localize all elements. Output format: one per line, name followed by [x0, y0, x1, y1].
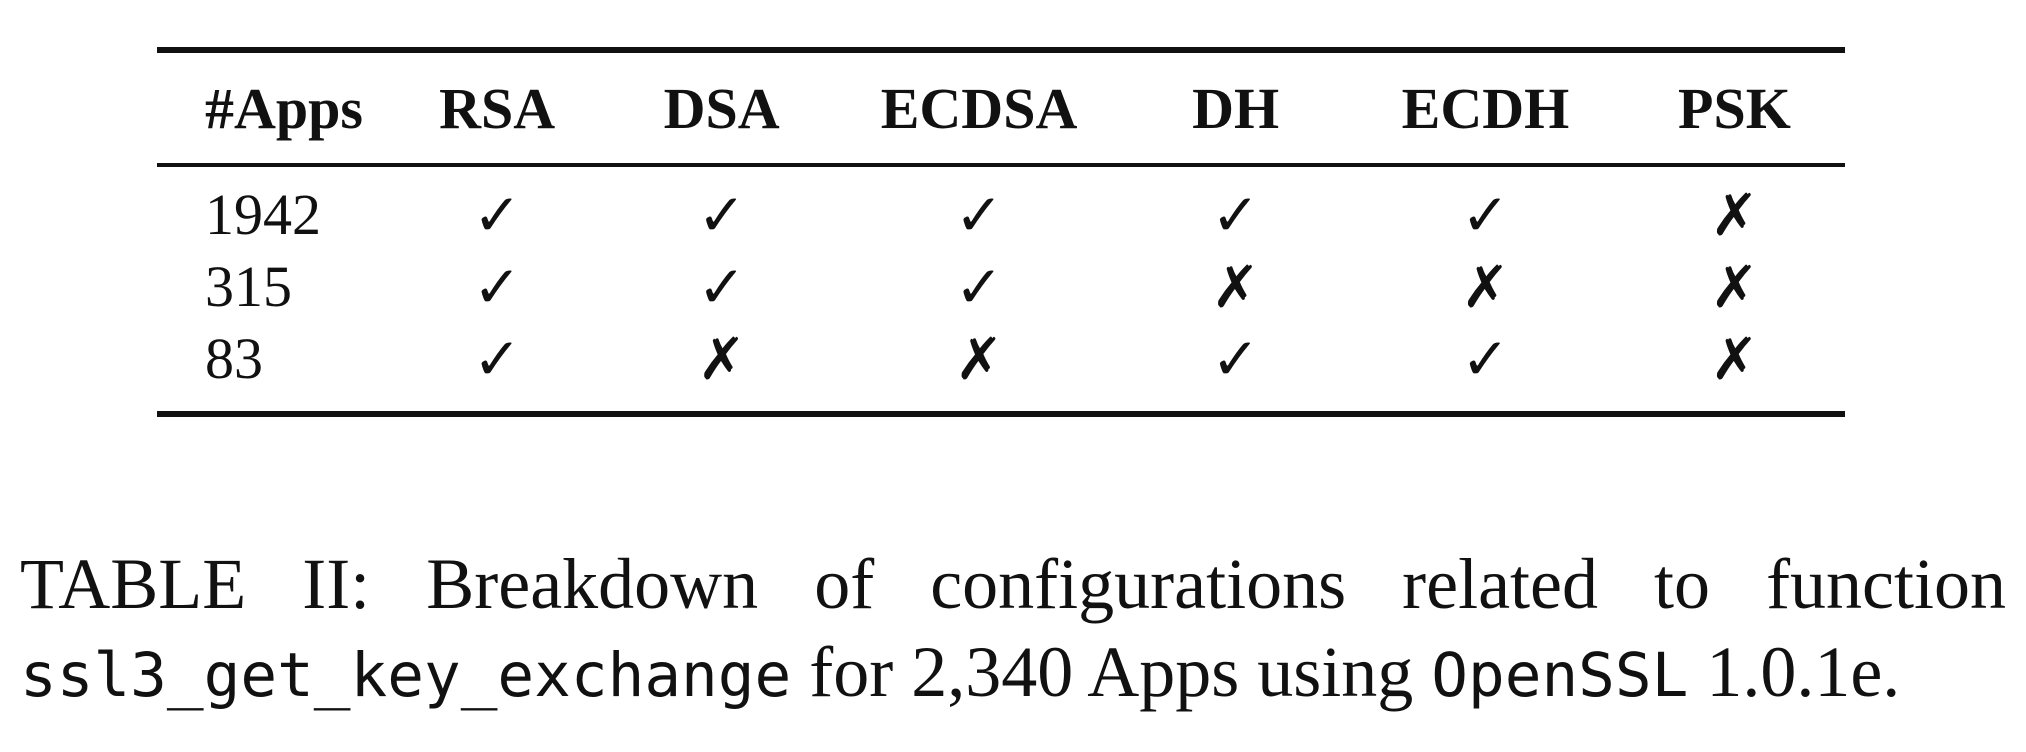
dh-mark-cell: ✓	[1211, 325, 1260, 393]
header-rsa: RSA	[439, 75, 556, 141]
psk-mark-cell: ✗	[1710, 253, 1759, 321]
configuration-table: #Apps RSA DSA ECDSA DH ECDH PSK 1942 ✓ ✓…	[157, 47, 1845, 417]
apps-count-cell: 1942	[205, 182, 321, 247]
table-row: 83 ✓ ✗ ✗ ✓ ✓ ✗	[157, 323, 1845, 414]
ecdsa-mark-cell: ✗	[954, 325, 1004, 393]
ecdsa-mark-cell: ✓	[954, 253, 1004, 321]
rsa-mark-cell: ✓	[472, 181, 522, 249]
header-apps: #Apps	[205, 75, 363, 141]
dsa-mark-cell: ✓	[697, 253, 746, 321]
configuration-table-container: #Apps RSA DSA ECDSA DH ECDH PSK 1942 ✓ ✓…	[157, 47, 1845, 417]
apps-count-cell: 315	[205, 254, 292, 319]
ecdh-mark-cell: ✓	[1461, 181, 1510, 249]
caption-version: 1.0.1e.	[1706, 632, 1901, 712]
table-row: 315 ✓ ✓ ✓ ✗ ✗ ✗	[157, 251, 1845, 323]
dsa-mark-cell: ✗	[697, 325, 746, 393]
table-caption: TABLE II: Breakdown of configurations re…	[20, 540, 2006, 720]
psk-mark-cell: ✗	[1710, 181, 1759, 249]
header-dsa: DSA	[663, 75, 780, 141]
header-psk: PSK	[1678, 75, 1791, 141]
caption-text: Breakdown of configurations related to f…	[426, 544, 2007, 624]
caption-label: TABLE II:	[20, 544, 371, 624]
dh-mark-cell: ✓	[1211, 181, 1260, 249]
header-ecdsa: ECDSA	[880, 75, 1078, 141]
caption-text: for 2,340 Apps using	[809, 632, 1414, 712]
ecdh-mark-cell: ✗	[1461, 253, 1510, 321]
apps-count-cell: 83	[205, 326, 263, 391]
caption-function-name: ssl3_get_key_exchange	[20, 640, 792, 711]
header-ecdh: ECDH	[1401, 75, 1570, 141]
rsa-mark-cell: ✓	[472, 253, 522, 321]
table-row: 1942 ✓ ✓ ✓ ✓ ✓ ✗	[157, 165, 1845, 251]
ecdsa-mark-cell: ✓	[954, 181, 1004, 249]
table-header-row: #Apps RSA DSA ECDSA DH ECDH PSK	[157, 50, 1845, 165]
psk-mark-cell: ✗	[1710, 325, 1759, 393]
dh-mark-cell: ✗	[1211, 253, 1260, 321]
caption-library-name: OpenSSL	[1431, 640, 1689, 711]
ecdh-mark-cell: ✓	[1461, 325, 1510, 393]
header-dh: DH	[1192, 75, 1280, 141]
dsa-mark-cell: ✓	[697, 181, 746, 249]
rsa-mark-cell: ✓	[472, 325, 522, 393]
